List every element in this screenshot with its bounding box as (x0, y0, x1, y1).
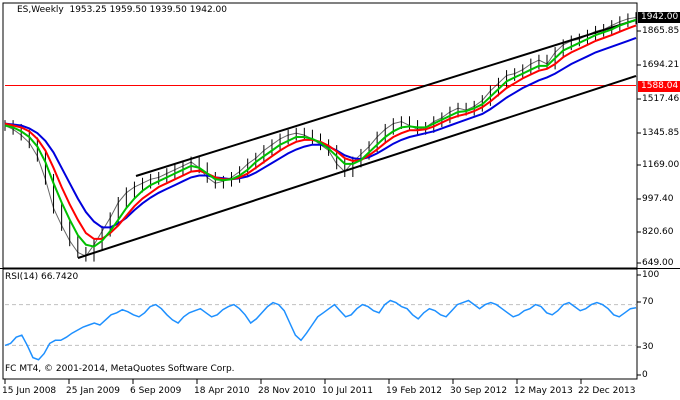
date-tick: 19 Feb 2012 (386, 386, 443, 396)
rsi-tick: 30 (642, 342, 654, 352)
mid-ma-line (4, 24, 637, 240)
date-tick: 6 Sep 2009 (130, 386, 182, 396)
ohlc-close: 1942.00 (189, 5, 227, 15)
channel-upper-line (135, 19, 637, 177)
rsi-label: RSI(14) (5, 272, 39, 282)
symbol-label: ES,Weekly (17, 5, 64, 15)
date-tick: 30 Sep 2012 (450, 386, 508, 396)
rsi-header: RSI(14) 66.7420 (5, 272, 78, 282)
rsi-tick: 100 (642, 270, 660, 280)
rsi-tick: 70 (642, 297, 654, 307)
rsi-line (4, 299, 637, 361)
ohlc-low: 1939.50 (149, 5, 187, 15)
price-tick: 1517.46 (642, 94, 680, 104)
hline-price-badge: 1588.04 (638, 81, 680, 92)
price-tick: 1169.00 (642, 160, 680, 170)
date-tick: 18 Apr 2010 (194, 386, 250, 396)
price-tick: 997.40 (642, 194, 674, 204)
price-tick: 820.60 (642, 227, 674, 237)
date-tick: 12 May 2013 (514, 386, 573, 396)
date-tick: 15 Jun 2008 (2, 386, 57, 396)
ohlc-open: 1953.25 (69, 5, 107, 15)
price-tick: 1345.85 (642, 128, 680, 138)
chart-header: ES,Weekly 1953.25 1959.50 1939.50 1942.0… (17, 5, 227, 15)
rsi-value: 66.7420 (40, 272, 79, 282)
date-tick: 10 Jul 2011 (322, 386, 373, 396)
date-tick: 25 Jan 2009 (66, 386, 120, 396)
date-tick: 28 Nov 2010 (258, 386, 316, 396)
price-tick: 1865.85 (642, 26, 680, 36)
rsi-tick: 0 (642, 370, 648, 380)
channel-lower-line (77, 75, 637, 259)
copyright-label: FC MT4, © 2001-2014, MetaQuotes Software… (5, 364, 235, 374)
date-tick: 22 Dec 2013 (578, 386, 636, 396)
ohlc-high: 1959.50 (109, 5, 147, 15)
fast-ma-line (4, 18, 637, 248)
price-tick: 649.00 (642, 258, 674, 268)
current-price-badge: 1942.00 (638, 12, 680, 23)
slow-ma-line (4, 37, 637, 229)
price-tick: 1694.21 (642, 60, 680, 70)
